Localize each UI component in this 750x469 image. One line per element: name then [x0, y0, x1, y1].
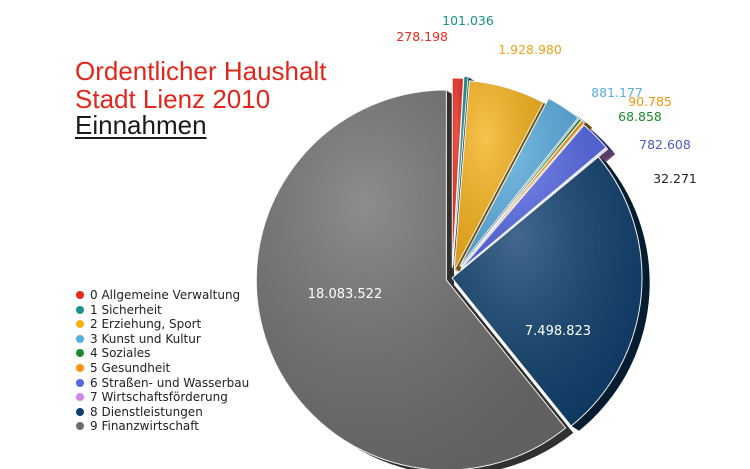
legend-item: 5 Gesundheit	[76, 361, 249, 376]
legend-item: 2 Erziehung, Sport	[76, 317, 249, 332]
data-label-0: 278.198	[396, 29, 448, 44]
legend-swatch	[76, 291, 84, 299]
chart-title-line-3: Einnahmen	[75, 110, 207, 140]
pie-slice-highlight-1	[452, 76, 469, 267]
legend-item: 3 Kunst und Kultur	[76, 332, 249, 347]
legend-label: 2 Erziehung, Sport	[90, 317, 202, 332]
data-label-2: 1.928.980	[498, 42, 562, 57]
chart-legend: 0 Allgemeine Verwaltung 1 Sicherheit 2 Erz…	[76, 288, 249, 434]
legend-item: 0 Allgemeine Verwaltung	[76, 288, 249, 303]
data-label-5: 90.785	[628, 94, 672, 109]
data-label-6: 782.608	[639, 137, 691, 152]
data-label-9: 18.083.522	[308, 287, 382, 302]
legend-item: 8 Dienstleistungen	[76, 405, 249, 420]
legend-swatch	[76, 393, 84, 402]
legend-label: 8 Dienstleistungen	[90, 404, 203, 419]
legend-swatch	[76, 363, 84, 372]
data-label-4: 68.858	[618, 109, 662, 124]
legend-swatch	[76, 422, 84, 431]
legend-swatch	[76, 334, 84, 343]
legend-label: 4 Soziales	[90, 346, 151, 361]
legend-item: 9 Finanzwirtschaft	[76, 419, 249, 434]
pie-slice-highlight-2	[454, 80, 544, 271]
pie-slices	[255, 75, 643, 469]
chart-title-line-1: Ordentlicher Haushalt	[75, 56, 327, 86]
legend-label: 3 Kunst und Kultur	[90, 331, 201, 346]
legend-item: 1 Sicherheit	[76, 303, 249, 318]
pie-slice-highlight-5	[460, 120, 585, 268]
legend-label: 1 Sicherheit	[90, 302, 162, 317]
legend-label: 9 Finanzwirtschaft	[90, 419, 199, 434]
legend-swatch	[76, 320, 84, 329]
legend-label: 5 Gesundheit	[90, 360, 171, 375]
legend-swatch	[76, 349, 84, 358]
data-label-1: 101.036	[442, 13, 494, 28]
legend-item: 4 Soziales	[76, 346, 249, 361]
legend-label: 6 Straßen- und Wasserbau	[90, 375, 250, 390]
data-label-8: 7.498.823	[525, 324, 591, 339]
pie-slice-highlight-9	[256, 89, 566, 469]
data-label-3: 881.177	[591, 85, 643, 100]
legend-label: 0 Allgemeine Verwaltung	[90, 288, 241, 302]
chart-title-line-2: Stadt Lienz 2010	[75, 84, 271, 114]
legend-swatch	[76, 407, 84, 416]
legend-swatch	[76, 305, 84, 314]
legend-item: 7 Wirtschaftsförderung	[76, 390, 249, 405]
pie-slice-highlight-8	[452, 156, 643, 426]
legend-label: 7 Wirtschaftsförderung	[90, 390, 228, 405]
legend-item: 6 Straßen- und Wasserbau	[76, 376, 249, 391]
legend-swatch	[76, 378, 84, 387]
pie-slice-highlight-6	[460, 125, 607, 270]
data-label-7: 32.271	[653, 171, 697, 186]
pie-slice-highlight-3	[459, 98, 579, 267]
pie-slice-highlight-4	[460, 118, 582, 268]
pie-slice-side-1	[453, 77, 470, 267]
